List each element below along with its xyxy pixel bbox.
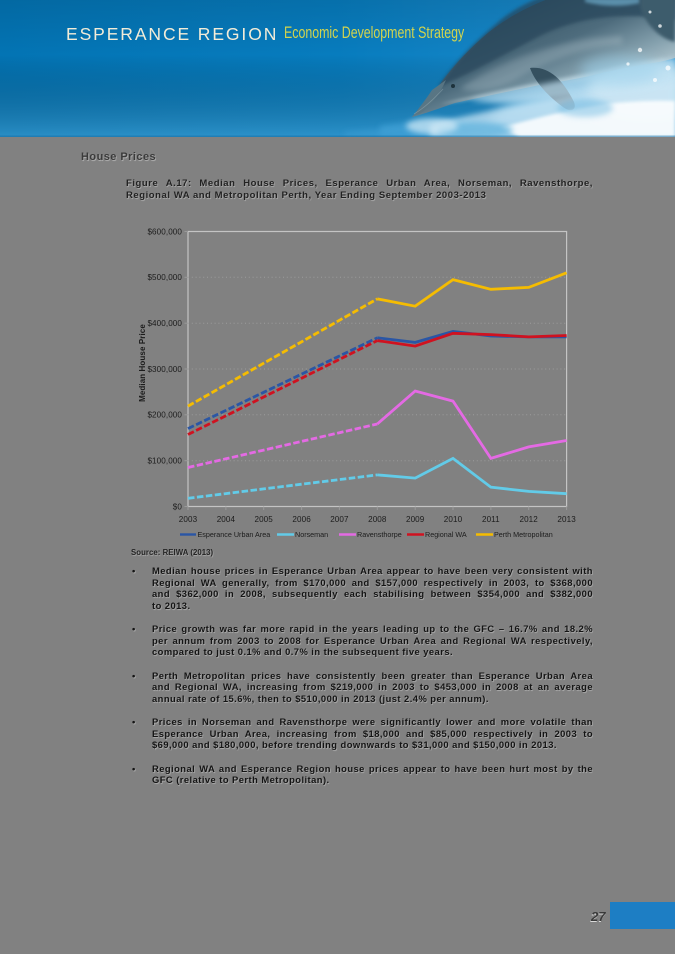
svg-text:$100,000: $100,000 <box>147 457 182 466</box>
svg-text:$400,000: $400,000 <box>147 319 182 328</box>
svg-text:Norseman: Norseman <box>295 530 328 539</box>
svg-text:2011: 2011 <box>482 515 500 524</box>
svg-text:2013: 2013 <box>557 515 576 524</box>
svg-text:2008: 2008 <box>368 515 387 524</box>
svg-text:2012: 2012 <box>519 515 538 524</box>
svg-text:$500,000: $500,000 <box>147 273 182 282</box>
svg-text:2009: 2009 <box>406 515 425 524</box>
svg-text:$300,000: $300,000 <box>147 365 182 374</box>
svg-text:2003: 2003 <box>179 515 198 524</box>
svg-text:$600,000: $600,000 <box>147 227 182 236</box>
svg-text:Regional WA: Regional WA <box>425 530 467 539</box>
svg-text:2006: 2006 <box>292 515 311 524</box>
svg-text:Ravensthorpe: Ravensthorpe <box>357 530 402 539</box>
svg-text:Median House Price: Median House Price <box>138 324 147 402</box>
svg-text:2004: 2004 <box>217 515 236 524</box>
svg-text:2007: 2007 <box>330 515 349 524</box>
svg-text:$200,000: $200,000 <box>147 411 182 420</box>
svg-text:2010: 2010 <box>444 515 463 524</box>
svg-text:$0: $0 <box>173 502 183 511</box>
svg-text:Esperance Urban Area: Esperance Urban Area <box>198 530 271 539</box>
svg-text:Perth Metropolitan: Perth Metropolitan <box>494 530 553 539</box>
svg-text:2005: 2005 <box>254 515 273 524</box>
